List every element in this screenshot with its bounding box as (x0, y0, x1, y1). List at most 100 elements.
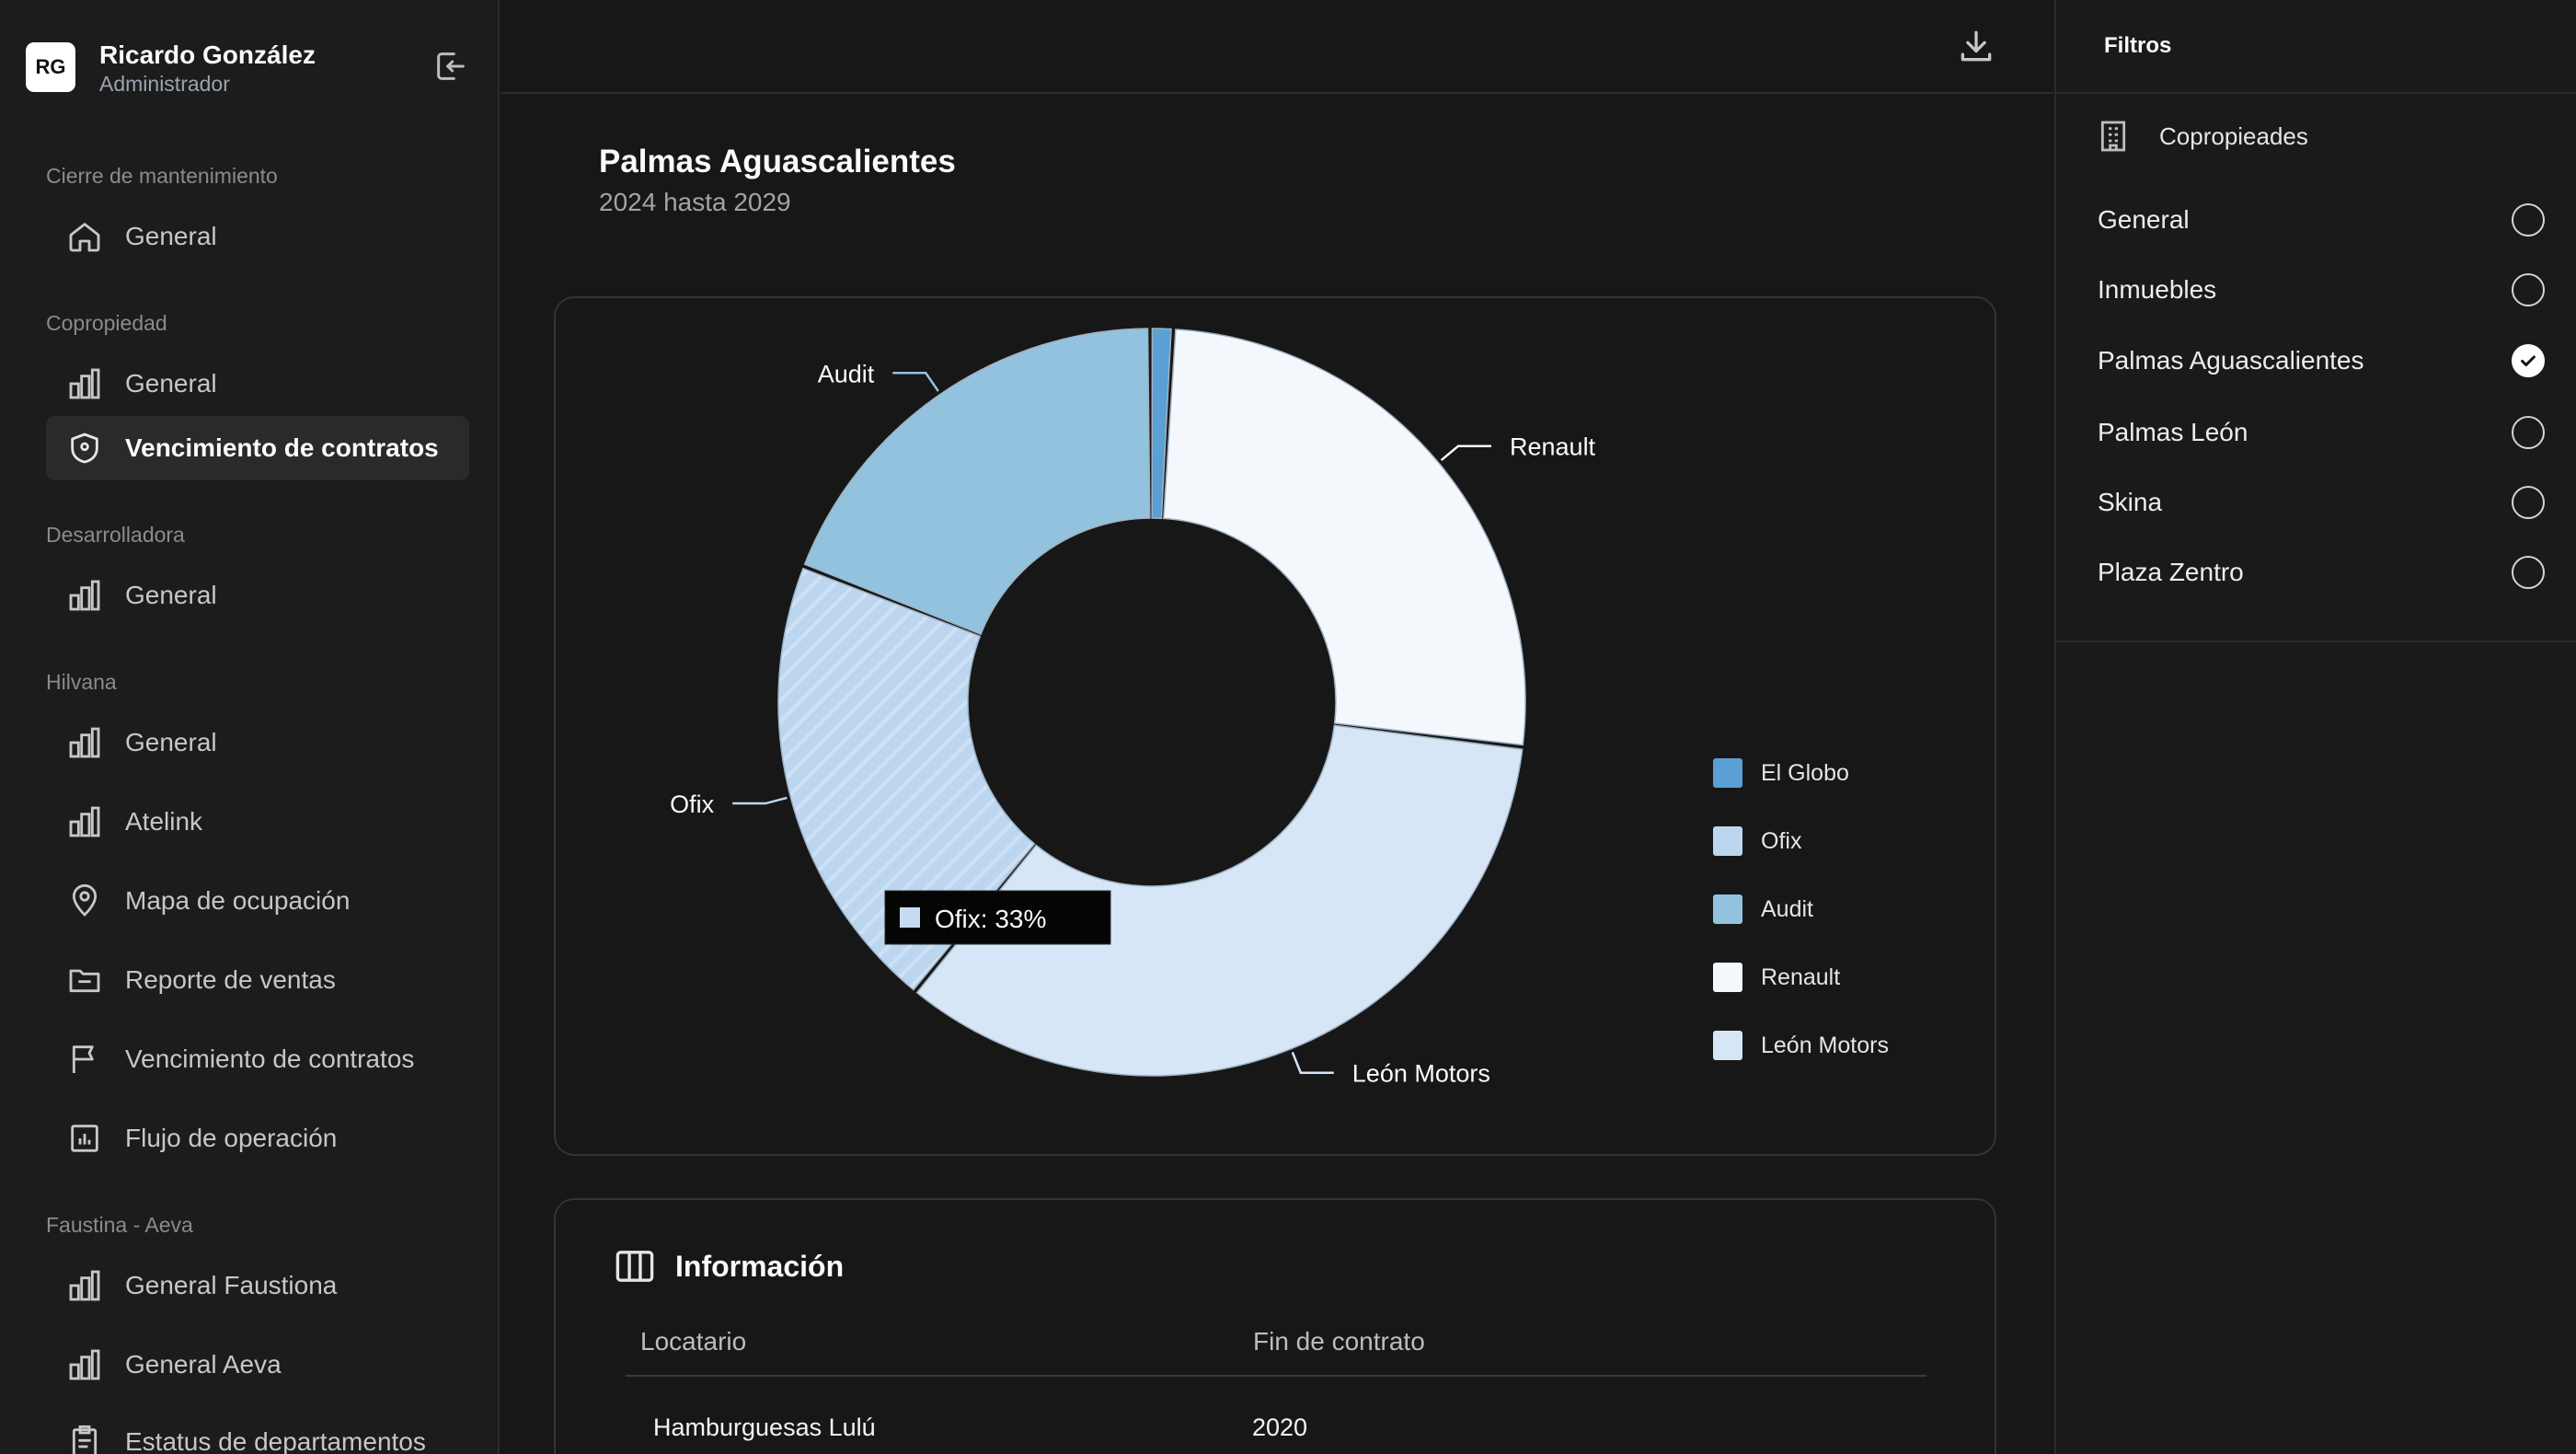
sidebar-item-label: Reporte de ventas (125, 965, 336, 994)
filter-option-inmuebles[interactable]: Inmuebles (2098, 262, 2545, 317)
user-role: Administrador (99, 72, 230, 96)
sidebar-item-cierre-general[interactable]: General (46, 204, 469, 269)
columns-icon (615, 1251, 654, 1282)
sidebar-item-label: General (125, 581, 217, 609)
legend-swatch-ofix[interactable] (1713, 826, 1742, 856)
folder-icon (69, 969, 100, 993)
sidebar-item-estatus[interactable]: Estatus de departamentos (46, 1410, 469, 1454)
legend-swatch-audit[interactable] (1713, 894, 1742, 924)
sidebar-item-copropiedad-vencimiento[interactable]: Vencimiento de contratos (46, 416, 469, 480)
page-title: Palmas Aguascalientes (599, 144, 956, 179)
radio-button[interactable] (2512, 416, 2545, 449)
sidebar-item-label: Flujo de operación (125, 1124, 338, 1152)
tooltip-text: Ofix: 33% (935, 905, 1046, 933)
header-divider (626, 1375, 1926, 1377)
slice-renault[interactable] (1162, 329, 1526, 746)
info-card: Información Locatario Fin de contrato Ha… (554, 1198, 1996, 1454)
logout-icon[interactable] (432, 48, 469, 85)
sidebar-item-label: General Aeva (125, 1350, 282, 1379)
sidebar-item-hilvana-vencimiento[interactable]: Vencimiento de contratos (46, 1027, 469, 1091)
legend-swatch-leon-motors[interactable] (1713, 1031, 1742, 1060)
filter-option-plaza-zentro[interactable]: Plaza Zentro (2098, 545, 2545, 600)
sidebar-item-desarrolladora-general[interactable]: General (46, 563, 469, 628)
slice-el-globo[interactable] (1151, 328, 1172, 520)
radio-button[interactable] (2512, 556, 2545, 589)
leader-line-ofix (732, 796, 788, 805)
radio-button[interactable] (2512, 486, 2545, 519)
filters-panel: Filtros Copropieades General Inmuebles P… (2054, 0, 2576, 1454)
sidebar-item-label: General (125, 222, 217, 250)
filter-option-label: General (2098, 205, 2190, 234)
slice-leon-motors[interactable] (915, 724, 1524, 1077)
download-icon[interactable] (1956, 26, 1996, 66)
clipboard-icon (72, 1425, 98, 1454)
chart-card: Renault León Motors Ofix Audit El Globo Ofix… (554, 296, 1996, 1156)
sidebar-item-copropiedad-general[interactable]: General (46, 352, 469, 416)
sidebar-item-label: General Faustiona (125, 1271, 338, 1299)
check-icon (2521, 355, 2536, 367)
legend-swatch-el-globo[interactable] (1713, 758, 1742, 788)
shield-icon (71, 433, 98, 464)
sidebar-item-hilvana-mapa[interactable]: Mapa de ocupación (46, 869, 469, 933)
sidebar-item-label: Vencimiento de contratos (125, 433, 439, 462)
filter-group-header: Copropieades (2095, 118, 2308, 155)
radio-button[interactable] (2512, 273, 2545, 306)
legend-item-audit[interactable]: Audit (1761, 896, 1813, 922)
sidebar-item-hilvana-atelink[interactable]: Atelink (46, 790, 469, 854)
map-pin-icon (72, 884, 98, 917)
sidebar-item-aeva[interactable]: General Aeva (46, 1333, 469, 1397)
leader-line-renault (1440, 444, 1492, 462)
legend-swatch-renault[interactable] (1713, 963, 1742, 992)
section-label-copropiedad: Copropiedad (46, 311, 167, 335)
sidebar-item-hilvana-flujo[interactable]: Flujo de operación (46, 1106, 469, 1171)
user-name: Ricardo González (99, 40, 316, 69)
bar-chart-icon (69, 580, 100, 611)
sidebar-item-label: Vencimiento de contratos (125, 1044, 415, 1073)
slice-label-leon-motors: León Motors (1352, 1060, 1490, 1088)
sidebar-item-label: General (125, 728, 217, 756)
table-cell-locatario: Hamburguesas Lulú (653, 1414, 876, 1441)
section-label-hilvana: Hilvana (46, 670, 117, 694)
sidebar-item-hilvana-general[interactable]: General (46, 710, 469, 775)
legend-item-el-globo[interactable]: El Globo (1761, 760, 1849, 786)
user-profile: RG Ricardo González Administrador (26, 40, 477, 96)
filters-divider (2056, 640, 2576, 642)
legend-item-leon-motors[interactable]: León Motors (1761, 1033, 1889, 1058)
slice-label-ofix: Ofix (670, 790, 715, 818)
avatar: RG (26, 42, 75, 92)
slice-ofix[interactable] (777, 567, 1036, 991)
donut-chart: Renault León Motors Ofix Audit El Globo Ofix… (670, 328, 1889, 1088)
filter-option-palmas-leon[interactable]: Palmas León (2098, 405, 2545, 460)
report-icon (71, 1125, 98, 1152)
slice-label-audit: Audit (818, 360, 875, 387)
radio-button-selected[interactable] (2512, 344, 2545, 377)
column-header-locatario[interactable]: Locatario (640, 1327, 747, 1356)
filter-option-label: Palmas León (2098, 418, 2248, 446)
slice-audit[interactable] (803, 328, 1151, 636)
sidebar-item-label: General (125, 369, 217, 398)
filter-option-label: Skina (2098, 488, 2163, 516)
filter-option-label: Palmas Aguascalientes (2098, 346, 2364, 375)
sidebar-item-hilvana-reporte[interactable]: Reporte de ventas (46, 948, 469, 1012)
filter-option-skina[interactable]: Skina (2098, 475, 2545, 530)
legend-item-renault[interactable]: Renault (1761, 964, 1840, 990)
leader-line-audit (892, 372, 939, 392)
radio-button[interactable] (2512, 203, 2545, 237)
info-header: Información (615, 1248, 844, 1285)
column-header-fin-contrato[interactable]: Fin de contrato (1253, 1327, 1425, 1356)
bar-chart-icon (69, 1349, 100, 1380)
sidebar-item-label: Estatus de departamentos (125, 1427, 426, 1454)
info-title: Información (675, 1249, 845, 1283)
filter-option-palmas-aguascalientes[interactable]: Palmas Aguascalientes (2098, 333, 2545, 388)
filter-option-label: Plaza Zentro (2098, 558, 2244, 586)
top-bar (501, 0, 2053, 94)
section-label-cierre: Cierre de mantenimiento (46, 164, 278, 188)
building-icon (2100, 121, 2126, 152)
bar-chart-icon (69, 1270, 100, 1301)
sidebar: RG Ricardo González Administrador Cierre… (0, 0, 500, 1454)
flag-icon (72, 1045, 94, 1073)
sidebar-item-faustiona[interactable]: General Faustiona (46, 1253, 469, 1318)
page-subtitle: 2024 hasta 2029 (599, 188, 791, 216)
filter-option-general[interactable]: General (2098, 192, 2545, 248)
legend-item-ofix[interactable]: Ofix (1761, 828, 1802, 854)
